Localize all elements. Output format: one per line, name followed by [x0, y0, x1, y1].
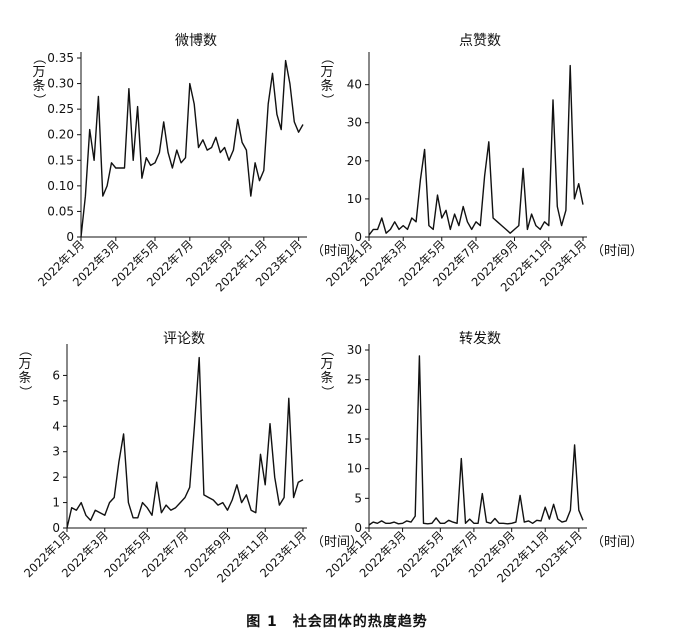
y-tick-label: 1 — [52, 496, 60, 510]
y-axis-unit-label: （ — [319, 343, 334, 356]
y-tick-label: 20 — [347, 154, 362, 168]
chart-panel-likes: 点赞数010203040（万条）2022年1月2022年3月2022年5月202… — [319, 33, 643, 294]
y-tick-label: 0.35 — [47, 51, 74, 65]
y-axis-unit-label: ） — [319, 385, 334, 398]
y-tick-label: 20 — [347, 402, 362, 416]
y-tick-label: 15 — [347, 432, 362, 446]
series-line — [80, 59, 304, 238]
y-tick-label: 5 — [52, 394, 60, 408]
y-tick-label: 5 — [354, 491, 362, 505]
y-tick-label: 0 — [354, 230, 362, 244]
y-tick-label: 0.10 — [47, 179, 74, 193]
y-axis-unit-label: ） — [17, 385, 32, 398]
y-tick-label: 0.20 — [47, 128, 74, 142]
y-tick-label: 0.30 — [47, 77, 74, 91]
chart-panel-comments: 评论数0123456（万条）2022年1月2022年3月2022年5月2022年… — [17, 331, 363, 585]
chart-title: 点赞数 — [459, 33, 501, 49]
x-axis-label: （时间） — [591, 535, 643, 550]
y-axis-unit-label: 条 — [18, 370, 31, 386]
figure-caption: 图 1 社会团体的热度趋势 — [246, 614, 428, 630]
y-tick-label: 10 — [347, 462, 362, 476]
y-axis-unit-label: 万 — [320, 357, 333, 372]
x-axis-label: （时间） — [311, 244, 363, 259]
y-tick-label: 30 — [347, 116, 362, 130]
y-axis-unit-label: 万 — [32, 65, 45, 80]
y-axis-unit-label: ） — [319, 93, 334, 106]
y-axis-unit-label: 条 — [320, 370, 333, 386]
series-line — [368, 355, 584, 526]
y-axis-unit-label: （ — [17, 343, 32, 356]
y-tick-label: 0.15 — [47, 153, 74, 167]
y-tick-label: 6 — [52, 368, 60, 382]
x-axis-label: （时间） — [591, 244, 643, 259]
y-tick-label: 0.05 — [47, 204, 74, 218]
x-axis-label: （时间） — [311, 535, 363, 550]
y-tick-label: 2 — [52, 470, 60, 484]
chart-title: 微博数 — [175, 32, 217, 49]
y-axis-unit-label: （ — [31, 51, 46, 64]
chart-title: 转发数 — [459, 331, 501, 347]
chart-panel-weibo: 微博数00.050.100.150.200.250.300.35（万条）2022… — [31, 32, 363, 294]
y-tick-label: 3 — [52, 445, 60, 459]
y-axis-unit-label: （ — [319, 51, 334, 64]
y-tick-label: 0.25 — [47, 102, 74, 116]
y-axis-unit-label: 条 — [32, 78, 45, 94]
series-line — [66, 356, 304, 529]
y-tick-label: 25 — [347, 373, 362, 387]
y-tick-label: 0 — [52, 521, 60, 535]
y-axis-unit-label: 万 — [320, 65, 333, 80]
series-line — [368, 64, 584, 236]
y-axis-unit-label: ） — [31, 93, 46, 106]
chart-title: 评论数 — [163, 331, 205, 347]
y-tick-label: 10 — [347, 192, 362, 206]
y-axis-unit-label: 万 — [18, 357, 31, 372]
y-axis-unit-label: 条 — [320, 78, 333, 94]
y-tick-label: 40 — [347, 78, 362, 92]
y-tick-label: 4 — [52, 419, 60, 433]
y-tick-label: 0 — [66, 230, 74, 244]
y-tick-label: 0 — [354, 521, 362, 535]
chart-panel-reposts: 转发数051015202530（万条）2022年1月2022年3月2022年5月… — [319, 331, 643, 585]
y-tick-label: 30 — [347, 343, 362, 357]
